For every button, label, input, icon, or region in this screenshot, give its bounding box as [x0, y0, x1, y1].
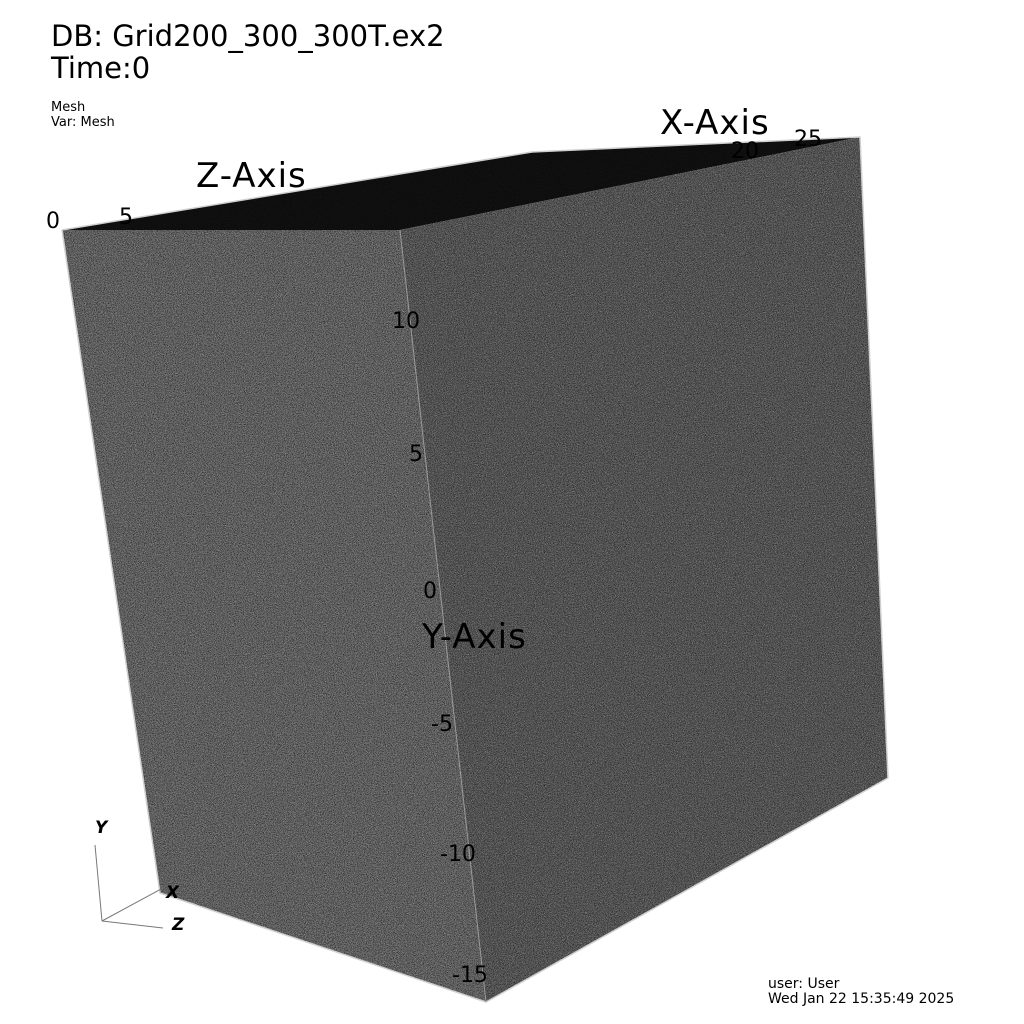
- mesh-front-edge: [399, 229, 487, 1003]
- triad-z-label: Z: [171, 915, 185, 935]
- y-tick-label: -5: [431, 712, 453, 737]
- orientation-triad: Y X Z: [94, 818, 185, 935]
- mesh-right-highlight: [400, 137, 888, 1002]
- triad-z-line: [101, 920, 164, 929]
- plot-variable: Var: Mesh: [51, 115, 115, 130]
- time-label: Time:0: [51, 51, 151, 85]
- z-axis-title: Z-Axis: [196, 156, 307, 196]
- triad-y-label: Y: [95, 818, 109, 838]
- triad-y-line: [94, 844, 103, 922]
- x-axis-title: X-Axis: [660, 103, 770, 143]
- z-tick-label: 0: [46, 209, 60, 234]
- y-tick-label: 5: [409, 442, 423, 467]
- z-tick-label: 5: [119, 205, 133, 230]
- mesh-box[interactable]: [61, 136, 889, 1003]
- y-tick-label: 10: [392, 309, 420, 334]
- mesh-top-texture: [62, 137, 860, 230]
- user-label: user: User: [768, 976, 840, 992]
- plot-name: Mesh: [51, 100, 86, 115]
- mesh-left-highlight: [62, 230, 486, 1002]
- x-tick-label: 20: [731, 139, 759, 164]
- timestamp-label: Wed Jan 22 15:35:49 2025: [768, 991, 955, 1007]
- y-axis-title: Y-Axis: [421, 617, 527, 657]
- database-title: DB: Grid200_300_300T.ex2: [51, 19, 445, 53]
- x-tick-label: 25: [794, 127, 822, 152]
- mesh-outline: [61, 136, 889, 1003]
- y-tick-label: 0: [423, 579, 437, 604]
- y-tick-label: -15: [452, 963, 488, 988]
- triad-x-line: [101, 887, 164, 922]
- y-tick-label: -10: [440, 842, 476, 867]
- triad-x-label: X: [165, 883, 180, 903]
